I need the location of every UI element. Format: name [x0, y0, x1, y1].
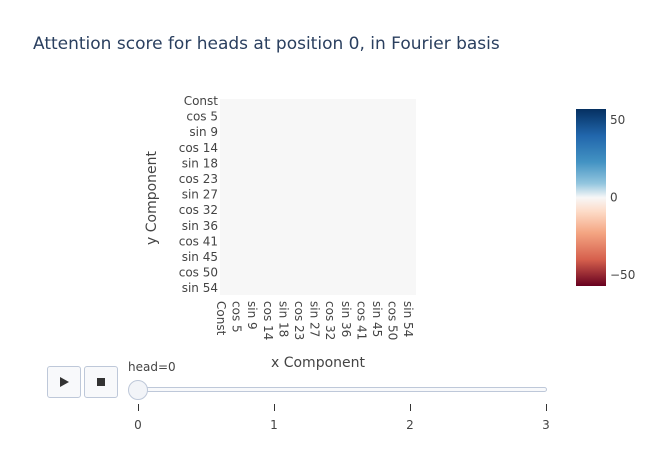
heatmap-cells-background	[220, 99, 416, 295]
y-tick-label: sin 45	[182, 250, 218, 264]
y-tick-label: cos 23	[179, 172, 218, 186]
slider-tick	[274, 404, 275, 411]
colorbar	[576, 109, 606, 286]
slider-tick	[138, 404, 139, 411]
y-tick-label: sin 54	[182, 281, 218, 295]
x-tick-label: cos 23	[292, 301, 306, 340]
colorbar-ticks: 50 0 −50	[610, 113, 635, 282]
stop-button[interactable]	[84, 366, 118, 398]
heatmap-plot-area	[220, 99, 416, 295]
y-axis-title: y Component	[144, 150, 160, 245]
x-axis-title: x Component	[271, 355, 366, 371]
x-axis-ticks: Const cos 5 sin 9 cos 14 sin 18 cos 23 sin 27 c…	[214, 301, 415, 340]
y-tick-label: cos 50	[179, 266, 218, 280]
slider-rail[interactable]	[131, 387, 547, 392]
stop-icon	[97, 378, 105, 386]
slider-tick	[410, 404, 411, 411]
x-tick-label: cos 50	[386, 301, 400, 340]
slider-step-label[interactable]: 3	[542, 418, 550, 432]
slider-step-label[interactable]: 2	[406, 418, 414, 432]
slider-step-label[interactable]: 1	[270, 418, 278, 432]
x-tick-label: sin 18	[276, 301, 290, 337]
y-tick-label: sin 27	[182, 188, 218, 202]
slider-tick	[546, 404, 547, 411]
x-tick-label: sin 54	[401, 301, 415, 337]
x-tick-label: sin 9	[245, 301, 259, 330]
y-tick-label: sin 18	[182, 156, 218, 170]
y-tick-label: Const	[184, 94, 219, 108]
x-tick-label: Const	[214, 301, 228, 336]
play-icon	[60, 377, 69, 387]
x-tick-label: sin 45	[370, 301, 384, 337]
y-tick-label: sin 9	[189, 125, 218, 139]
colorbar-tick-label: −50	[610, 268, 635, 282]
slider-current-value: head=0	[128, 360, 176, 374]
x-tick-label: cos 14	[261, 301, 275, 340]
x-tick-label: cos 41	[354, 301, 368, 340]
slider-step-label[interactable]: 0	[134, 418, 142, 432]
colorbar-tick-label: 50	[610, 113, 625, 127]
play-button[interactable]	[47, 366, 81, 398]
x-tick-label: sin 36	[339, 301, 353, 337]
x-tick-label: cos 5	[230, 301, 244, 333]
y-tick-label: cos 32	[179, 203, 218, 217]
y-tick-label: cos 14	[179, 141, 218, 155]
slider-grip[interactable]	[128, 380, 148, 400]
x-tick-label: sin 27	[308, 301, 322, 337]
y-tick-label: sin 36	[182, 219, 218, 233]
chart-title: Attention score for heads at position 0,…	[33, 34, 500, 54]
y-tick-label: cos 5	[186, 110, 218, 124]
x-tick-label: cos 32	[323, 301, 337, 340]
colorbar-tick-label: 0	[610, 191, 618, 205]
y-tick-label: cos 41	[179, 234, 218, 248]
